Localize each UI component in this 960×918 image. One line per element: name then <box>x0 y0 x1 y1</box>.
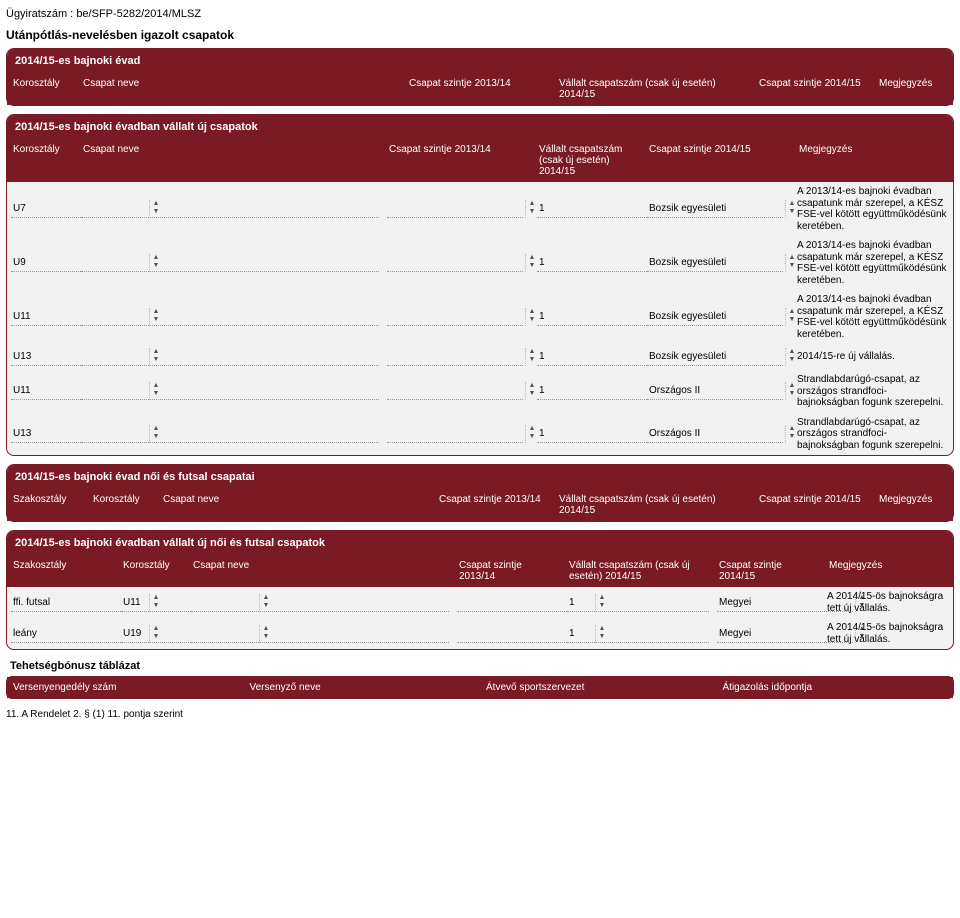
panel-title: 2014/15-es bajnoki évad <box>7 49 953 73</box>
table-row: ▲▼▲▼▲▼▲▼A 2014/15-ös bajnokságra tett új… <box>7 618 953 649</box>
col-player: Versenyző neve <box>244 677 481 698</box>
note-text: A 2013/14-es bajnoki évadban csapatunk m… <box>793 236 953 290</box>
col-count: Vállalt csapatszám (csak új esetén) 2014… <box>563 555 713 587</box>
table-row: ▲▼▲▼▲▼2014/15-re új vállalás. <box>7 344 953 370</box>
col-org: Átvevő sportszervezet <box>480 677 717 698</box>
panel5-header: Versenyengedély szám Versenyző neve Átve… <box>7 677 953 698</box>
note-text: A 2013/14-es bajnoki évadban csapatunk m… <box>793 182 953 236</box>
col-license: Versenyengedély szám <box>7 677 244 698</box>
team-name-input[interactable] <box>81 382 379 400</box>
team-name-input[interactable] <box>191 594 449 612</box>
note-text: 2014/15-re új vállalás. <box>793 344 953 370</box>
level-2014-input[interactable] <box>647 425 783 443</box>
level-2014-input[interactable] <box>647 308 783 326</box>
panel2-header: Korosztály Csapat neve Csapat szintje 20… <box>7 139 953 182</box>
col-dept: Szakosztály <box>7 555 117 587</box>
panel2-rows: ▲▼▲▼▲▼A 2013/14-es bajnoki évadban csapa… <box>7 182 953 455</box>
col-name: Csapat neve <box>77 139 383 182</box>
table-row: ▲▼▲▼▲▼A 2013/14-es bajnoki évadban csapa… <box>7 236 953 290</box>
team-name-input[interactable] <box>81 425 379 443</box>
panel3-header: Szakosztály Korosztály Csapat neve Csapa… <box>7 489 953 521</box>
col-count: Vállalt csapatszám (csak új esetén) 2014… <box>553 73 753 105</box>
team-count-input[interactable] <box>567 594 709 612</box>
level-2013-input[interactable] <box>387 348 523 366</box>
table-row: ▲▼▲▼▲▼Strandlabdarúgó-csapat, az országo… <box>7 413 953 456</box>
team-name-input[interactable] <box>191 625 449 643</box>
panel1-header: Korosztály Csapat neve Csapat szintje 20… <box>7 73 953 105</box>
table-row: ▲▼▲▼▲▼A 2013/14-es bajnoki évadban csapa… <box>7 182 953 236</box>
col-age: Korosztály <box>87 489 157 521</box>
col-note: Megjegyzés <box>873 489 953 521</box>
table-row: ▲▼▲▼▲▼▲▼A 2014/15-ös bajnokságra tett új… <box>7 587 953 618</box>
note-text: A 2013/14-es bajnoki évadban csapatunk m… <box>793 290 953 344</box>
note-text: Strandlabdarúgó-csapat, az országos stra… <box>793 370 953 413</box>
team-count-input[interactable] <box>567 625 709 643</box>
panel4-rows: ▲▼▲▼▲▼▲▼A 2014/15-ös bajnokságra tett új… <box>7 587 953 649</box>
col-age: Korosztály <box>7 73 77 105</box>
note-text: Strandlabdarúgó-csapat, az országos stra… <box>793 413 953 456</box>
col-lvl13: Csapat szintje 2013/14 <box>453 555 563 587</box>
level-2013-input[interactable] <box>387 200 523 218</box>
note-text: A 2014/15-ös bajnokságra tett új vállalá… <box>823 618 953 649</box>
panel-title: 2014/15-es bajnoki évadban vállalt új cs… <box>7 115 953 139</box>
level-2013-input[interactable] <box>387 254 523 272</box>
col-count: Vállalt csapatszám (csak új esetén) 2014… <box>533 139 643 182</box>
team-name-input[interactable] <box>81 348 379 366</box>
note-text: A 2014/15-ös bajnokságra tett új vállalá… <box>823 587 953 618</box>
col-note: Megjegyzés <box>793 139 953 182</box>
col-lvl13: Csapat szintje 2013/14 <box>403 73 553 105</box>
col-name: Csapat neve <box>77 73 403 105</box>
level-2013-input[interactable] <box>387 425 523 443</box>
case-label: Ügyiratszám : <box>6 8 73 20</box>
col-dept: Szakosztály <box>7 489 87 521</box>
level-2014-input[interactable] <box>647 382 783 400</box>
col-count: Vállalt csapatszám (csak új esetén) 2014… <box>553 489 753 521</box>
level-2014-input[interactable] <box>647 200 783 218</box>
col-lvl14: Csapat szintje 2014/15 <box>753 489 873 521</box>
level-2013-input[interactable] <box>387 308 523 326</box>
col-lvl14: Csapat szintje 2014/15 <box>753 73 873 105</box>
panel4-header: Szakosztály Korosztály Csapat neve Csapa… <box>7 555 953 587</box>
col-name: Csapat neve <box>157 489 433 521</box>
main-title: Utánpótlás-nevelésben igazolt csapatok <box>6 28 954 42</box>
col-lvl14: Csapat szintje 2014/15 <box>643 139 793 182</box>
table-row: ▲▼▲▼▲▼A 2013/14-es bajnoki évadban csapa… <box>7 290 953 344</box>
col-lvl13: Csapat szintje 2013/14 <box>433 489 553 521</box>
panel-season-teams: 2014/15-es bajnoki évad Korosztály Csapa… <box>6 48 954 106</box>
col-lvl14: Csapat szintje 2014/15 <box>713 555 823 587</box>
col-age: Korosztály <box>7 139 77 182</box>
team-name-input[interactable] <box>81 308 379 326</box>
panel-title: 2014/15-es bajnoki évad női és futsal cs… <box>7 465 953 489</box>
level-2014-input[interactable] <box>647 348 783 366</box>
case-number: be/SFP-5282/2014/MLSZ <box>76 8 201 20</box>
panel-new-teams: 2014/15-es bajnoki évadban vállalt új cs… <box>6 114 954 456</box>
talent-bonus-title: Tehetségbónusz táblázat <box>10 660 954 672</box>
level-2014-input[interactable] <box>647 254 783 272</box>
col-lvl13: Csapat szintje 2013/14 <box>383 139 533 182</box>
col-note: Megjegyzés <box>823 555 953 587</box>
team-name-input[interactable] <box>81 200 379 218</box>
col-note: Megjegyzés <box>873 73 953 105</box>
level-2013-input[interactable] <box>387 382 523 400</box>
col-date: Átigazolás időpontja <box>717 677 954 698</box>
panel-title: 2014/15-es bajnoki évadban vállalt új nő… <box>7 531 953 555</box>
col-name: Csapat neve <box>187 555 453 587</box>
case-number-line: Ügyiratszám : be/SFP-5282/2014/MLSZ <box>6 8 954 20</box>
footnote: 11. A Rendelet 2. § (1) 11. pontja szeri… <box>6 709 954 720</box>
panel-talent-bonus: Versenyengedély szám Versenyző neve Átve… <box>6 676 954 699</box>
panel-new-women-futsal: 2014/15-es bajnoki évadban vállalt új nő… <box>6 530 954 650</box>
panel-women-futsal: 2014/15-es bajnoki évad női és futsal cs… <box>6 464 954 522</box>
table-row: ▲▼▲▼▲▼Strandlabdarúgó-csapat, az országo… <box>7 370 953 413</box>
col-age: Korosztály <box>117 555 187 587</box>
team-name-input[interactable] <box>81 254 379 272</box>
